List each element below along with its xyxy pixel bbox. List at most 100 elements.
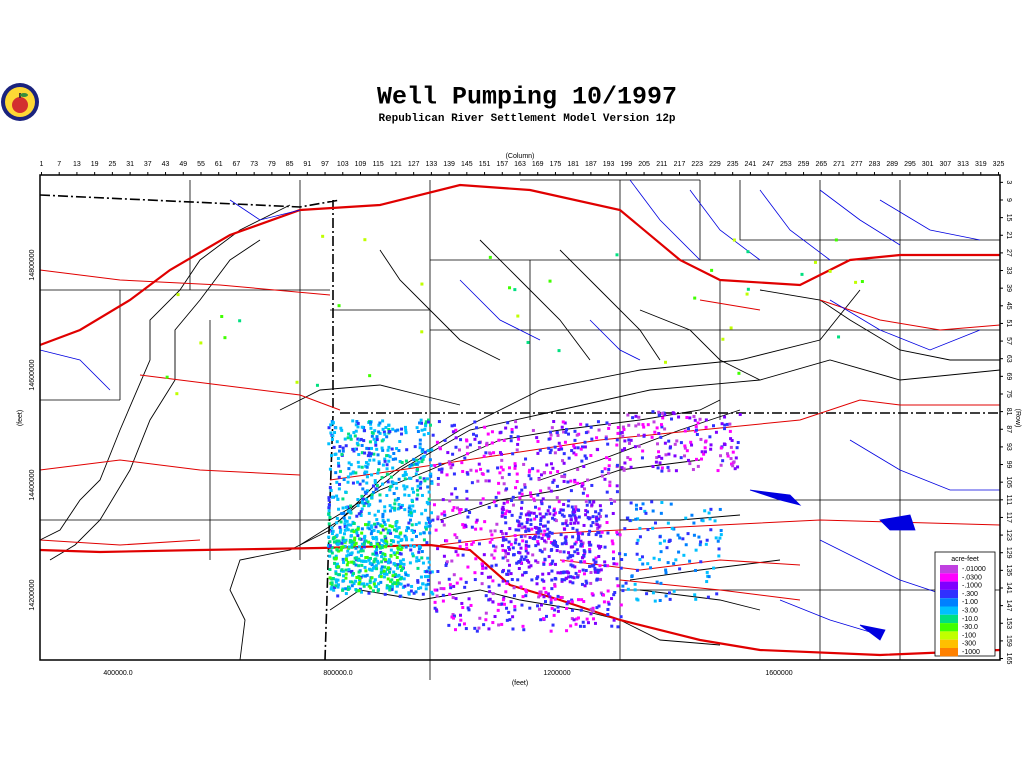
cell: [328, 554, 332, 558]
cell: [341, 588, 345, 592]
cell: [595, 436, 599, 440]
cell: [541, 533, 545, 537]
cell: [526, 527, 530, 531]
cell: [604, 514, 608, 518]
cell: [594, 556, 598, 560]
cell: [390, 585, 394, 589]
cell: [347, 467, 351, 471]
cell: [488, 540, 492, 544]
cell: [341, 569, 345, 573]
cell: [500, 476, 504, 480]
cell: [344, 505, 348, 509]
cell: [569, 479, 573, 483]
cell: [584, 431, 588, 435]
column-tick-label: 319: [975, 161, 987, 168]
cell: [576, 575, 580, 579]
cell: [570, 559, 574, 563]
cell: [542, 617, 546, 621]
cell: [384, 527, 388, 531]
cell: [709, 447, 713, 451]
cell: [683, 454, 687, 458]
cell: [380, 565, 384, 569]
cell: [458, 545, 462, 549]
cell: [585, 503, 589, 507]
cell: [717, 554, 721, 558]
cell: [529, 511, 533, 515]
legend-swatch: [940, 639, 958, 648]
cell: [368, 458, 372, 462]
cell: [860, 280, 864, 284]
cell: [331, 537, 335, 541]
cell: [618, 533, 622, 537]
cell: [529, 522, 533, 526]
column-tick-label: 235: [727, 161, 739, 168]
cell: [377, 468, 381, 472]
cell: [569, 555, 573, 559]
cell: [641, 423, 645, 427]
cell: [548, 512, 552, 516]
cell: [579, 608, 583, 612]
cell: [588, 543, 592, 547]
cell: [403, 477, 407, 481]
cell: [360, 501, 364, 505]
column-tick-label: 97: [321, 161, 329, 168]
cell: [329, 587, 333, 591]
row-tick-label: 27: [1005, 249, 1012, 257]
cell: [362, 439, 366, 443]
cell: [484, 451, 488, 455]
cell: [539, 473, 543, 477]
column-tick-label: 139: [443, 161, 455, 168]
cell: [385, 586, 389, 590]
column-tick-label: 55: [197, 161, 205, 168]
cell: [558, 511, 562, 515]
cell: [387, 430, 391, 434]
cell: [332, 540, 336, 544]
cell: [551, 541, 555, 545]
cell: [664, 453, 668, 457]
cell: [404, 428, 408, 432]
cell: [524, 513, 528, 517]
cell: [345, 526, 349, 530]
cell: [522, 462, 526, 466]
cell: [395, 555, 399, 559]
cell: [366, 500, 370, 504]
cell: [732, 460, 736, 464]
cell: [660, 425, 664, 429]
cell: [392, 492, 396, 496]
cell: [424, 422, 428, 426]
cell: [569, 522, 573, 526]
cell: [592, 563, 596, 567]
cell: [729, 437, 733, 441]
cell: [524, 546, 528, 550]
cell: [579, 560, 583, 564]
cell: [419, 418, 423, 422]
cell: [596, 570, 600, 574]
cell: [552, 507, 556, 511]
cell: [459, 438, 463, 442]
cell: [400, 427, 404, 431]
cell: [573, 478, 577, 482]
cell: [507, 472, 511, 476]
cell: [381, 419, 385, 423]
cell: [711, 424, 715, 428]
cell: [536, 451, 540, 455]
cell: [422, 454, 426, 458]
cell: [589, 425, 593, 429]
cell: [528, 535, 532, 539]
cell: [368, 556, 372, 560]
cell: [551, 559, 555, 563]
cell: [364, 539, 368, 543]
cell: [531, 428, 535, 432]
cell: [472, 432, 476, 436]
cell: [580, 556, 584, 560]
cell: [359, 510, 363, 514]
cell: [397, 477, 401, 481]
cell: [495, 522, 499, 526]
column-tick-label: 43: [162, 161, 170, 168]
cell: [604, 435, 608, 439]
cell: [579, 422, 583, 426]
cell: [389, 554, 393, 558]
cell: [416, 484, 420, 488]
cell: [426, 516, 430, 520]
cell: [426, 556, 430, 560]
